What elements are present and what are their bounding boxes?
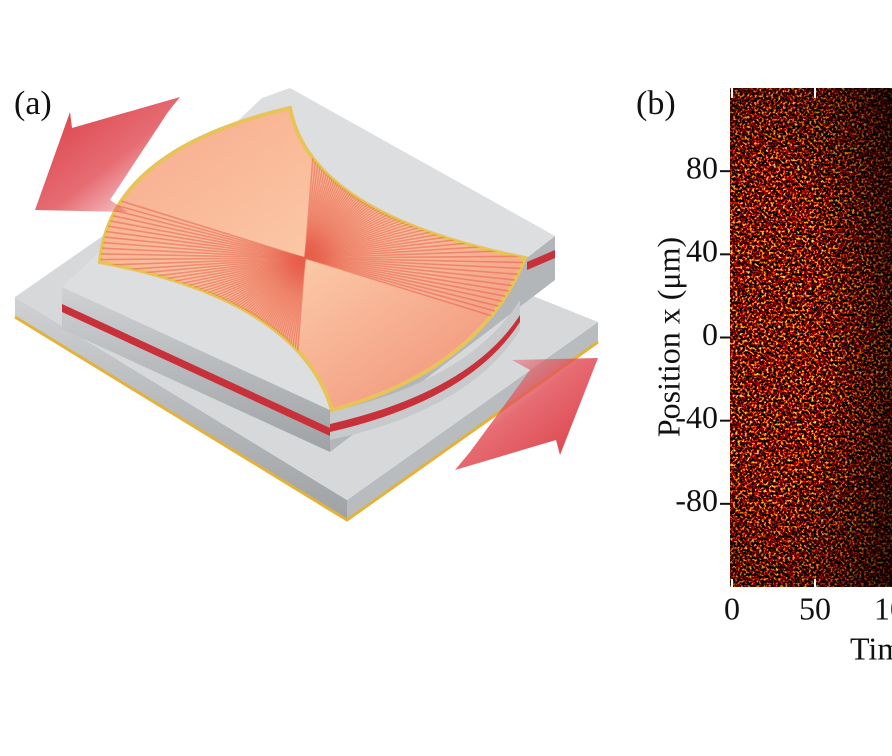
heatmap bbox=[730, 88, 892, 587]
y-tick-label: -40 bbox=[675, 399, 718, 435]
panel-label: (a) bbox=[14, 85, 52, 122]
x-axis-label: Time bbox=[850, 630, 892, 666]
y-tick-label: -80 bbox=[675, 482, 718, 518]
x-tick-label: 50 bbox=[799, 590, 831, 626]
x-tick-label: 100 bbox=[874, 590, 892, 626]
y-axis-label: Position x (μm) bbox=[650, 237, 686, 437]
y-tick-label: 80 bbox=[686, 150, 718, 186]
y-tick-label: 40 bbox=[686, 233, 718, 269]
panel-label: (b) bbox=[636, 85, 676, 122]
y-tick-label: 0 bbox=[702, 316, 718, 352]
device-illustration bbox=[14, 88, 599, 522]
x-tick-label: 0 bbox=[724, 590, 740, 626]
